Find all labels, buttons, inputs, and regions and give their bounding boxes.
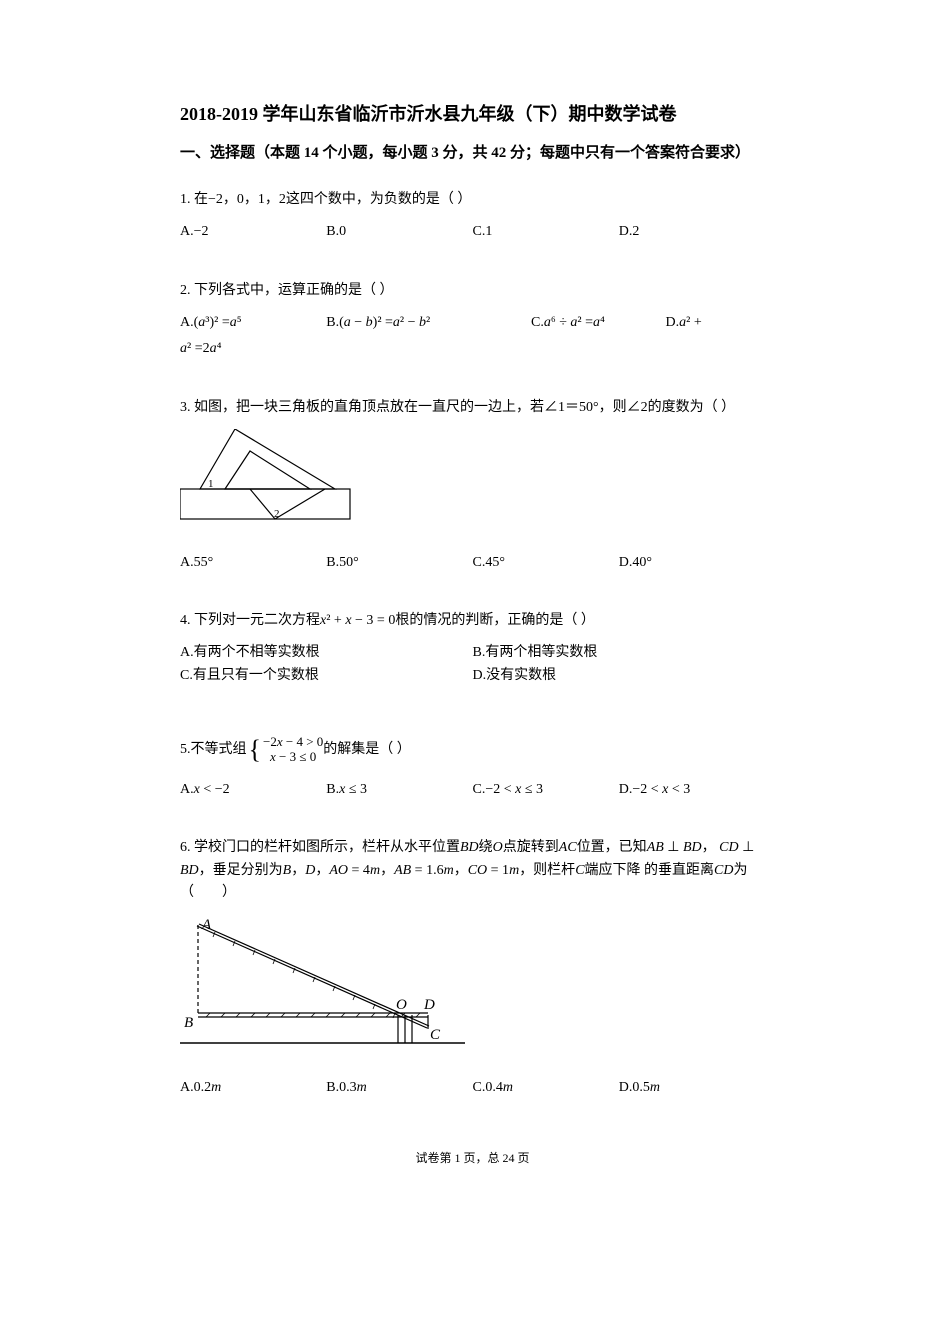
svg-text:A: A <box>201 917 212 933</box>
svg-text:B: B <box>184 1015 193 1031</box>
svg-text:C: C <box>430 1027 441 1043</box>
question-4: 4. 下列对一元二次方程x² + x − 3 = 0根的情况的判断，正确的是（ … <box>180 610 765 687</box>
inequality-system: −2x − 4 > 0 x − 3 ≤ 0 <box>263 735 323 765</box>
q4-choice-c: C.有且只有一个实数根 <box>180 665 473 687</box>
q6-choice-c: C.0.4m <box>473 1077 619 1099</box>
q2-choice-b: B.(a − b)² =a² − b² <box>326 312 531 334</box>
q5-choice-d: D.−2 < x < 3 <box>619 779 765 801</box>
q1-choice-c: C.1 <box>473 221 619 243</box>
q5-choices: A.x < −2 B.x ≤ 3 C.−2 < x ≤ 3 D.−2 < x <… <box>180 779 765 801</box>
q6-num: 6. <box>180 840 191 855</box>
q1-choice-b: B.0 <box>326 221 472 243</box>
triangle-ruler-diagram: 1 2 <box>180 429 355 529</box>
page-title: 2018-2019 学年山东省临沂市沂水县九年级（下）期中数学试卷 <box>180 100 765 129</box>
q6-diagram: A B O D C <box>180 915 765 1063</box>
q5-choice-c: C.−2 < x ≤ 3 <box>473 779 619 801</box>
q2-choices: A.(a³)² =a⁵ B.(a − b)² =a² − b² C.a⁶ ÷ a… <box>180 312 765 334</box>
q3-choice-d: D.40° <box>619 552 765 574</box>
q6-choice-d: D.0.5m <box>619 1077 765 1099</box>
q6-choice-a: A.0.2m <box>180 1077 326 1099</box>
svg-text:2: 2 <box>274 508 280 520</box>
q1-choices: A.−2 B.0 C.1 D.2 <box>180 221 765 243</box>
q6-text: 6. 学校门口的栏杆如图所示，栏杆从水平位置BD绕O点旋转到AC位置，已知AB … <box>180 837 765 904</box>
q4-num: 4. <box>180 613 191 628</box>
brace-icon: { <box>249 740 261 761</box>
q2-choice-c: C.a⁶ ÷ a² =a⁴ <box>531 312 666 334</box>
question-6: 6. 学校门口的栏杆如图所示，栏杆从水平位置BD绕O点旋转到AC位置，已知AB … <box>180 837 765 1099</box>
question-1: 1. 在−2，0，1，2这四个数中，为负数的是（ ） A.−2 B.0 C.1 … <box>180 189 765 244</box>
q6-choices: A.0.2m B.0.3m C.0.4m D.0.5m <box>180 1077 765 1099</box>
q3-choice-c: C.45° <box>473 552 619 574</box>
q3-num: 3. <box>180 400 191 415</box>
section-header: 一、选择题（本题 14 个小题，每小题 3 分，共 42 分；每题中只有一个答案… <box>180 141 765 165</box>
q3-choice-b: B.50° <box>326 552 472 574</box>
q1-text: 1. 在−2，0，1，2这四个数中，为负数的是（ ） <box>180 189 765 211</box>
q4-text: 4. 下列对一元二次方程x² + x − 3 = 0根的情况的判断，正确的是（ … <box>180 610 765 632</box>
q2-extra: a² =2a⁴ <box>180 338 765 360</box>
q2-choice-d: D.a² + <box>666 312 765 334</box>
question-2: 2. 下列各式中，运算正确的是（ ） A.(a³)² =a⁵ B.(a − b)… <box>180 280 765 361</box>
q2-text: 2. 下列各式中，运算正确的是（ ） <box>180 280 765 302</box>
q3-text: 3. 如图，把一块三角板的直角顶点放在一直尺的一边上，若∠1＝50°，则∠2的度… <box>180 397 765 419</box>
q5-num: 5. <box>180 739 191 761</box>
q5-text: 5. 不等式组 { −2x − 4 > 0 x − 3 ≤ 0 的解集是（ ） <box>180 735 765 765</box>
q5-choice-a: A.x < −2 <box>180 779 326 801</box>
q3-body: 如图，把一块三角板的直角顶点放在一直尺的一边上，若∠1＝50°，则∠2的度数为（… <box>194 400 735 415</box>
q4-choices: A.有两个不相等实数根 B.有两个相等实数根 C.有且只有一个实数根 D.没有实… <box>180 642 765 687</box>
q2-body: 下列各式中，运算正确的是（ ） <box>194 283 394 298</box>
question-3: 3. 如图，把一块三角板的直角顶点放在一直尺的一边上，若∠1＝50°，则∠2的度… <box>180 397 765 574</box>
question-5: 5. 不等式组 { −2x − 4 > 0 x − 3 ≤ 0 的解集是（ ） … <box>180 735 765 801</box>
q3-choice-a: A.55° <box>180 552 326 574</box>
q5-choice-b: B.x ≤ 3 <box>326 779 472 801</box>
gate-bar-diagram: A B O D C <box>180 915 470 1055</box>
q3-choices: A.55° B.50° C.45° D.40° <box>180 552 765 574</box>
q1-body: 在−2，0，1，2这四个数中，为负数的是（ ） <box>194 192 471 207</box>
q1-choice-d: D.2 <box>619 221 765 243</box>
q2-choice-a: A.(a³)² =a⁵ <box>180 312 326 334</box>
q3-diagram: 1 2 <box>180 429 765 537</box>
q1-choice-a: A.−2 <box>180 221 326 243</box>
q4-choice-b: B.有两个相等实数根 <box>473 642 766 664</box>
q6-choice-b: B.0.3m <box>326 1077 472 1099</box>
page-footer: 试卷第 1 页，总 24 页 <box>180 1149 765 1168</box>
q2-num: 2. <box>180 283 191 298</box>
q1-num: 1. <box>180 192 191 207</box>
svg-text:1: 1 <box>208 478 214 490</box>
q4-choice-a: A.有两个不相等实数根 <box>180 642 473 664</box>
svg-text:D: D <box>423 997 435 1013</box>
svg-text:O: O <box>396 997 407 1013</box>
q4-choice-d: D.没有实数根 <box>473 665 766 687</box>
